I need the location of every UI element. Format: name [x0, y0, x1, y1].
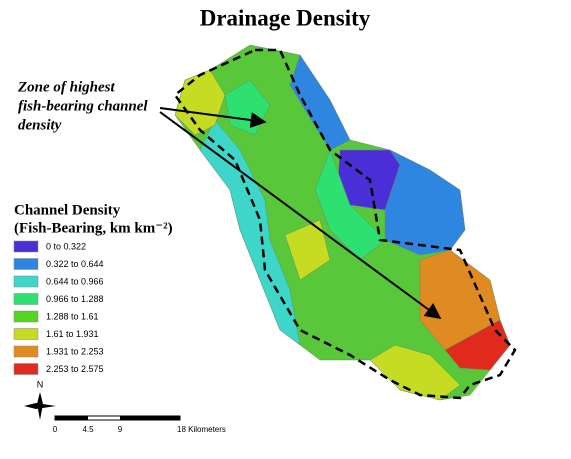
annotation-text: fish-bearing channel	[18, 98, 148, 114]
scale-bar-segment	[55, 416, 88, 420]
north-arrow: N	[24, 379, 56, 420]
north-label: N	[37, 379, 44, 389]
legend-swatch	[13, 310, 39, 323]
legend-label: 0.966 to 1.288	[46, 294, 104, 304]
legend-swatch	[13, 363, 39, 375]
legend-title: (Fish-Bearing, km km⁻²)	[14, 220, 173, 236]
legend-swatch	[13, 328, 39, 340]
legend-label: 2.253 to 2.575	[46, 364, 104, 374]
scale-label: 9	[118, 425, 123, 434]
legend-label: 0 to 0.322	[46, 241, 86, 251]
legend-label: 0.322 to 0.644	[46, 259, 104, 269]
legend-swatch	[13, 345, 39, 358]
legend-label: 0.644 to 0.966	[46, 276, 104, 286]
east-west-needle	[24, 403, 56, 409]
legend-label: 1.61 to 1.931	[46, 329, 99, 339]
region	[384, 149, 466, 256]
legend-swatch	[13, 240, 39, 253]
legend-swatch	[13, 275, 39, 288]
legend-title: Channel Density	[14, 202, 121, 218]
annotation-arrow	[159, 107, 267, 129]
scale-bar-segment	[120, 416, 180, 420]
annotation-arrow	[159, 111, 442, 319]
region	[284, 219, 331, 281]
annotation-text: Zone of highest	[17, 79, 116, 95]
legend-label: 1.288 to 1.61	[46, 311, 99, 321]
legend-swatch	[13, 258, 39, 270]
region	[444, 319, 511, 371]
annotation-text: density	[18, 117, 62, 133]
highest-density-zone	[173, 48, 517, 400]
region	[369, 344, 461, 401]
legend-label: 1.931 to 2.253	[46, 346, 104, 356]
legend-swatch	[13, 293, 39, 305]
legend: 0 to 0.322 0.322 to 0.644 0.644 to 0.966 0.…	[13, 240, 104, 375]
map-title: Drainage Density	[200, 5, 371, 30]
scale-label: 0	[53, 425, 58, 434]
scale-label: 4.5	[82, 425, 94, 434]
scale-bar: 0 4.5 9 18 Kilometers	[53, 415, 226, 434]
scale-label: 18 Kilometers	[177, 425, 226, 434]
